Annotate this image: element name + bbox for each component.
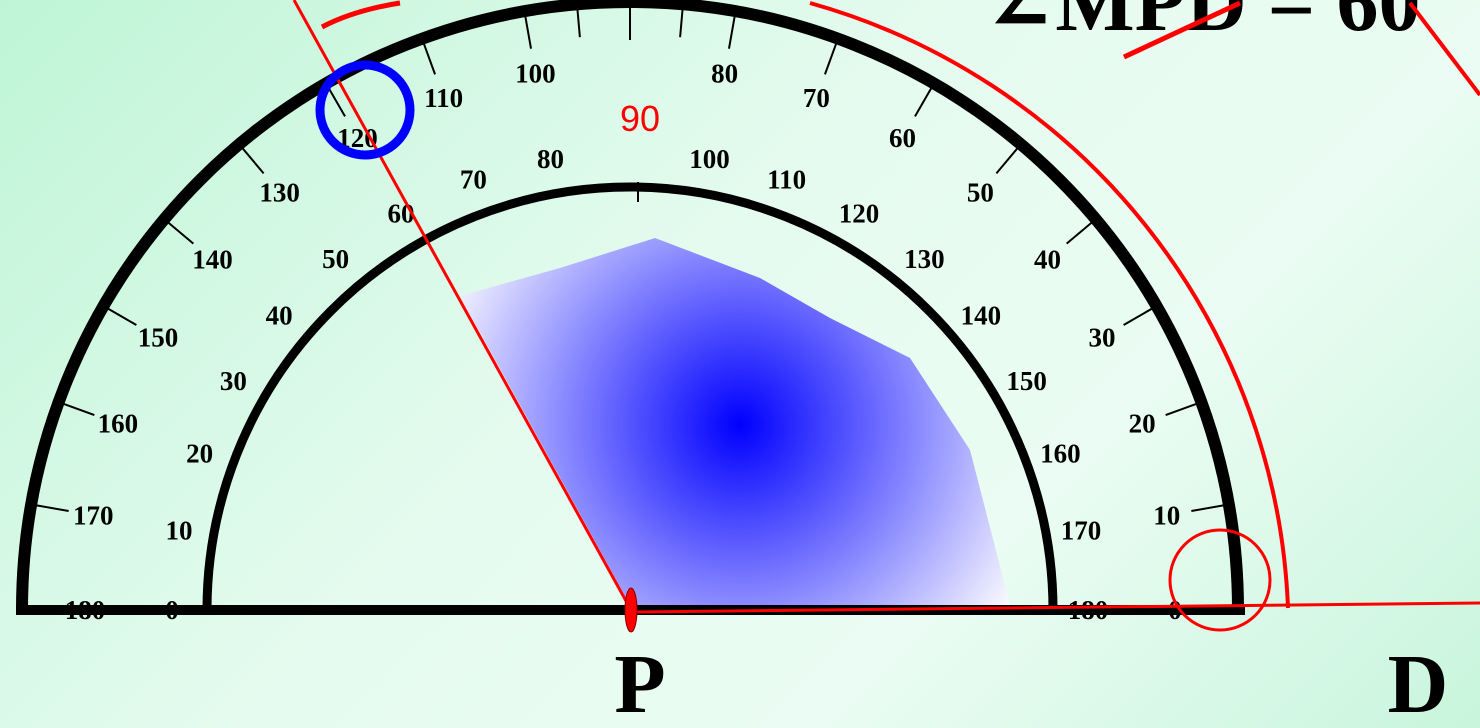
outer-scale-label: 80 <box>711 58 738 88</box>
point-p-label: P <box>614 638 665 728</box>
angle-arc <box>809 1 1290 609</box>
outer-scale-label: 180 <box>65 595 106 625</box>
inner-scale: 0 10 20 30 40 50 60 70 80 100 110 120 130 140 150 160 17… <box>165 144 1108 625</box>
point-d-label: D <box>1388 638 1449 728</box>
inner-scale-label: 20 <box>186 438 213 468</box>
inner-scale-label: 30 <box>220 366 247 396</box>
tick-mark <box>1165 402 1198 416</box>
shaded-region <box>460 238 1010 605</box>
tick-mark <box>240 146 265 174</box>
inner-scale-label: 0 <box>165 595 179 625</box>
tick-marks <box>35 6 1225 513</box>
ray-pd <box>630 601 1480 614</box>
outer-scale-label: 70 <box>803 83 830 113</box>
inner-scale-label: 80 <box>537 144 564 174</box>
tick-mark <box>327 86 346 117</box>
angle-title: ∠MPD = 60 <box>985 0 1421 49</box>
outer-scale-label: 100 <box>515 58 556 88</box>
tick-mark <box>422 42 436 75</box>
reading-circle-120 <box>315 60 415 160</box>
inner-scale-label: 50 <box>322 244 349 274</box>
inner-scale-label: 170 <box>1061 515 1102 545</box>
tick-mark <box>106 307 137 326</box>
inner-scale-label: 10 <box>165 515 192 545</box>
outer-scale-label: 50 <box>967 178 994 208</box>
outer-arc <box>16 0 1244 611</box>
ray-pm <box>292 0 633 611</box>
inner-scale-label: 130 <box>904 244 945 274</box>
inner-scale-label: 180 <box>1068 595 1109 625</box>
inner-scale-label: 40 <box>266 301 293 331</box>
side-ray-short <box>1122 0 1242 60</box>
tick-mark <box>1191 504 1225 513</box>
side-ray-long <box>1408 1 1480 97</box>
inner-scale-label: 120 <box>839 198 880 228</box>
tick-mark <box>824 42 838 75</box>
inner-scale-label: 70 <box>460 165 487 195</box>
inner-arc <box>202 182 1058 611</box>
outer-scale-label: 20 <box>1129 409 1156 439</box>
vertex-marker <box>624 587 638 633</box>
center-label: 90 <box>620 98 660 139</box>
outer-scale-label: 170 <box>73 500 114 530</box>
outer-scale-label: 10 <box>1153 500 1180 530</box>
tick-mark <box>524 15 533 49</box>
tick-mark <box>35 504 69 513</box>
outer-scale-label: 40 <box>1034 245 1061 275</box>
outer-scale-label: 110 <box>424 83 463 113</box>
tick-mark <box>679 8 684 38</box>
tick-mark <box>1066 220 1094 245</box>
inner-scale-label: 60 <box>388 198 415 228</box>
tick-mark <box>576 8 581 38</box>
outer-scale-label: 130 <box>259 178 300 208</box>
tick-mark <box>166 220 194 245</box>
inner-scale-label: 150 <box>1006 366 1047 396</box>
inner-scale-label: 100 <box>689 144 730 174</box>
outer-scale-label: 30 <box>1088 323 1115 353</box>
tick-mark <box>1123 307 1154 326</box>
tick-mark <box>727 15 736 49</box>
tick-mark <box>995 146 1020 174</box>
angle-marker-arc <box>320 0 401 30</box>
tick-mark <box>914 86 933 117</box>
inner-scale-label: 160 <box>1040 438 1081 468</box>
outer-scale-label: 0 <box>1168 595 1182 625</box>
outer-scale-label: 150 <box>138 323 179 353</box>
tick-mark <box>62 402 95 416</box>
inner-scale-label: 140 <box>961 301 1002 331</box>
zero-circle <box>1168 528 1272 632</box>
outer-scale-label: 60 <box>889 123 916 153</box>
inner-scale-label: 110 <box>767 165 806 195</box>
outer-scale-label: 160 <box>98 409 139 439</box>
outer-scale-label: 140 <box>192 245 233 275</box>
